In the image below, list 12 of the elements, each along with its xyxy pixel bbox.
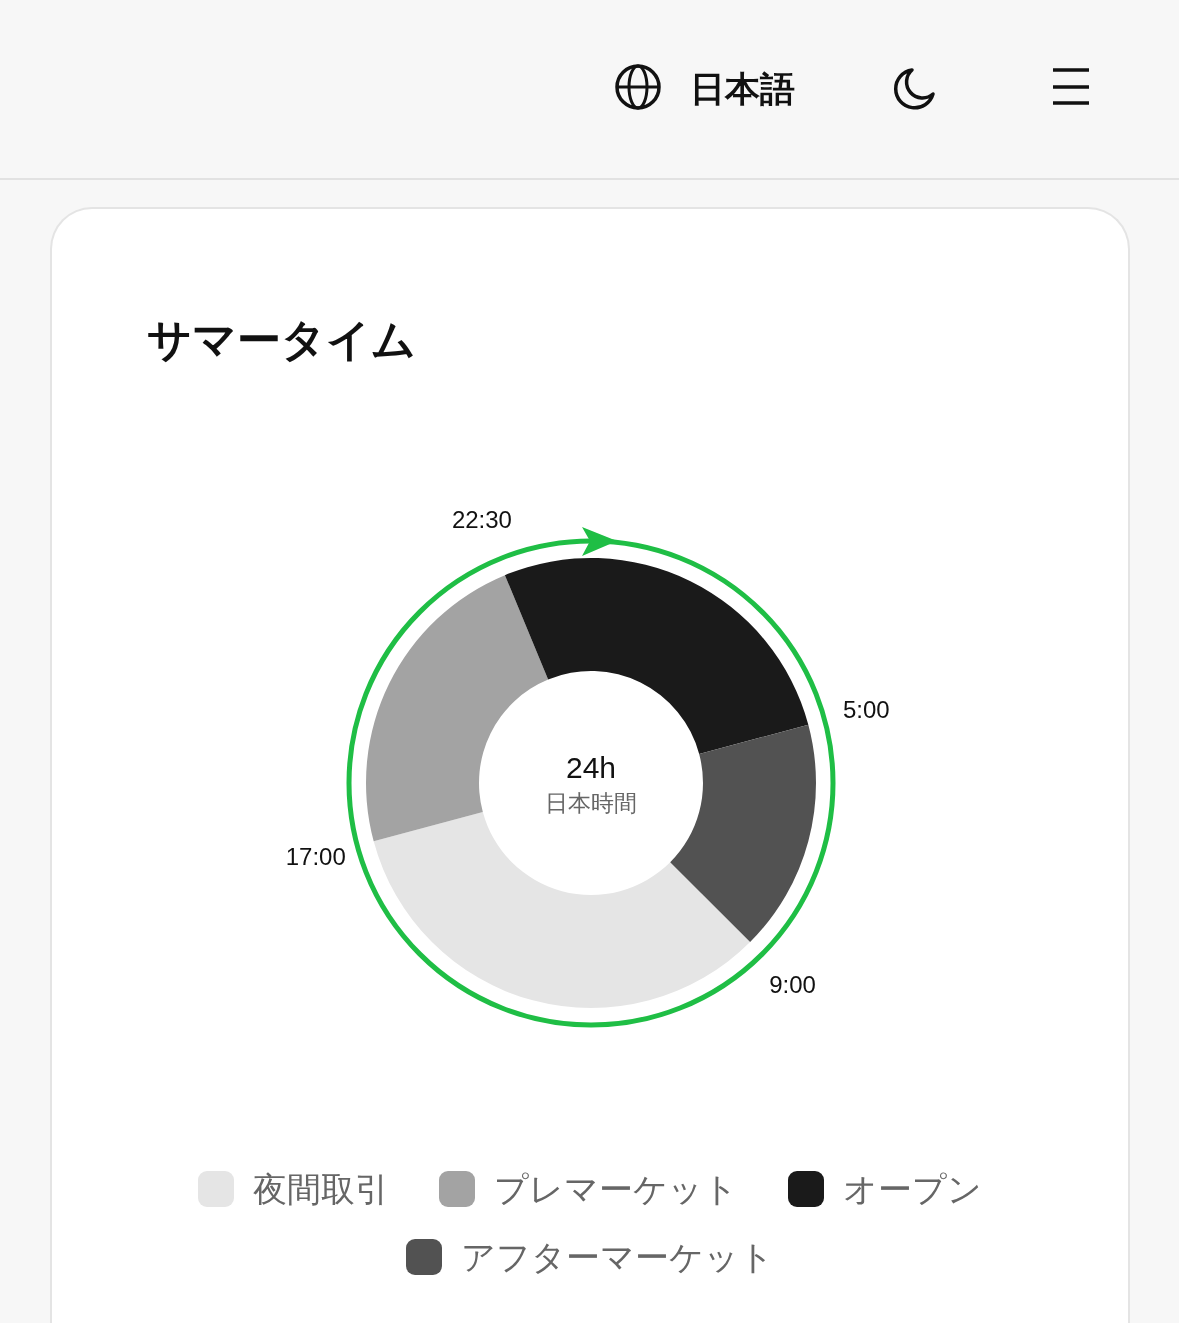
legend-label: オープン bbox=[842, 1169, 982, 1210]
text: 9:00 bbox=[769, 971, 816, 999]
text: 22:30 bbox=[451, 506, 512, 534]
text: 17:00 bbox=[285, 843, 346, 871]
text: 24h bbox=[565, 750, 617, 784]
legend-label: 夜間取引 bbox=[252, 1169, 389, 1210]
text: 5:00 bbox=[842, 695, 890, 723]
legend-label: プレマーケット bbox=[493, 1169, 738, 1210]
text: 日本時間 bbox=[545, 790, 637, 816]
chart-title: サマータイム bbox=[147, 314, 416, 366]
text: 日本語 bbox=[690, 68, 795, 108]
legend-label: アフターマーケット bbox=[460, 1237, 774, 1278]
